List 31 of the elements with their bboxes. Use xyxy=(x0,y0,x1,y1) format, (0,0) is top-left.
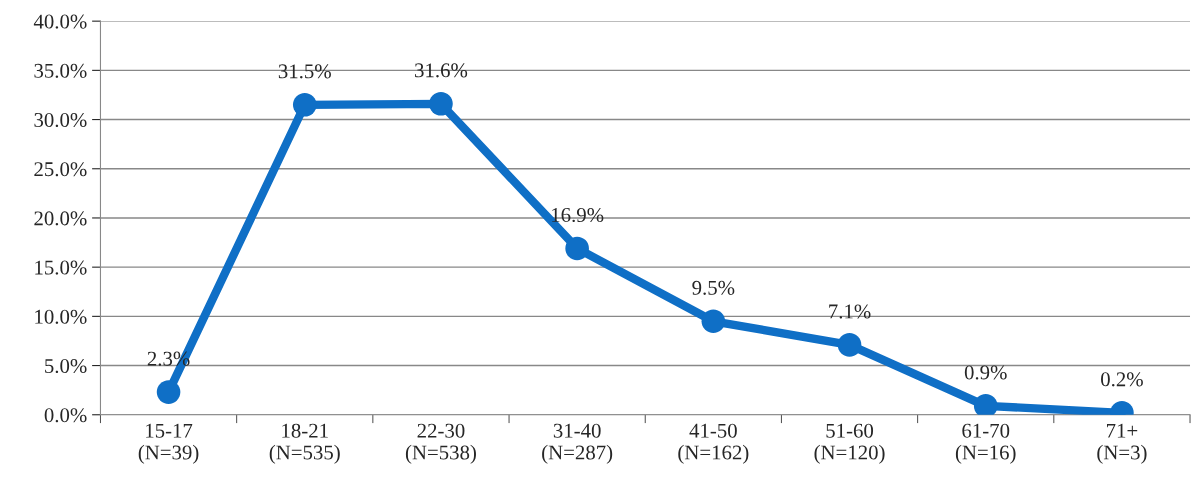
y-tick-label: 25.0% xyxy=(34,162,87,177)
x-tick-label: 51-60 (N=120) xyxy=(814,423,885,464)
data-label: 9.5% xyxy=(692,280,735,295)
x-tick-label: 31-40 (N=287) xyxy=(542,423,613,464)
y-tick-label: 35.0% xyxy=(34,63,87,78)
data-label: 31.5% xyxy=(278,64,331,79)
y-tick-label: 5.0% xyxy=(45,358,87,374)
point xyxy=(292,92,317,117)
point xyxy=(565,236,589,261)
y-tick-label: 40.0% xyxy=(33,14,87,29)
data-label: 0.9% xyxy=(964,365,1007,380)
data-label: 31.6% xyxy=(415,63,468,78)
point xyxy=(156,380,181,404)
x-tick-label: 15-17 (N=39) xyxy=(138,423,199,464)
point xyxy=(429,92,453,116)
x-tick-label: 22-30 (N=538) xyxy=(405,423,476,464)
point xyxy=(701,309,726,334)
y-tick-label: 0.0% xyxy=(44,408,87,423)
y-tick-label: 20.0% xyxy=(34,211,87,226)
x-tick-label: 61-70 (N=16) xyxy=(955,423,1016,464)
y-tick-label: 10.0% xyxy=(35,309,87,324)
data-label: 0.2% xyxy=(1101,372,1143,387)
x-tick-label: 18-21 (N=535) xyxy=(269,423,340,464)
point xyxy=(973,394,998,415)
x-tick-label: 71+ (N=3) xyxy=(1097,423,1147,464)
point xyxy=(837,333,862,357)
x-tick-label: 41-50 (N=162) xyxy=(678,423,749,464)
y-tick-label: 15.0% xyxy=(35,260,87,275)
data-label: 16.9% xyxy=(552,207,604,223)
y-tick-label: 30.0% xyxy=(34,112,87,128)
data-label: 7.1% xyxy=(829,304,871,319)
